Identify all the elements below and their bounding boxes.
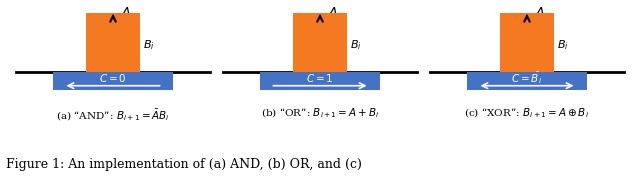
- Text: $B_i$: $B_i$: [557, 39, 569, 52]
- Text: $C=0$: $C=0$: [99, 72, 127, 84]
- Text: $A$: $A$: [534, 6, 545, 19]
- Text: $B_i$: $B_i$: [143, 39, 155, 52]
- Text: $B_i$: $B_i$: [351, 39, 362, 52]
- Text: (b) “OR”: $B_{i+1} = A + B_i$: (b) “OR”: $B_{i+1} = A + B_i$: [260, 107, 380, 121]
- Text: (a) “AND”: $B_{i+1} = \bar{A}B_i$: (a) “AND”: $B_{i+1} = \bar{A}B_i$: [56, 107, 170, 123]
- Text: $A$: $A$: [328, 6, 338, 19]
- Bar: [54, 72, 173, 90]
- Text: $A$: $A$: [120, 6, 131, 19]
- Bar: [86, 13, 140, 72]
- Text: $C=\bar{B_i}$: $C=\bar{B_i}$: [511, 70, 543, 86]
- Text: (c) “XOR”: $B_{i+1} = A \oplus B_i$: (c) “XOR”: $B_{i+1} = A \oplus B_i$: [465, 107, 589, 121]
- Bar: [467, 72, 587, 90]
- Text: Figure 1: An implementation of (a) AND, (b) OR, and (c): Figure 1: An implementation of (a) AND, …: [6, 158, 362, 171]
- Bar: [260, 72, 380, 90]
- Bar: [293, 13, 347, 72]
- Bar: [500, 13, 554, 72]
- Text: $C=1$: $C=1$: [306, 72, 334, 84]
